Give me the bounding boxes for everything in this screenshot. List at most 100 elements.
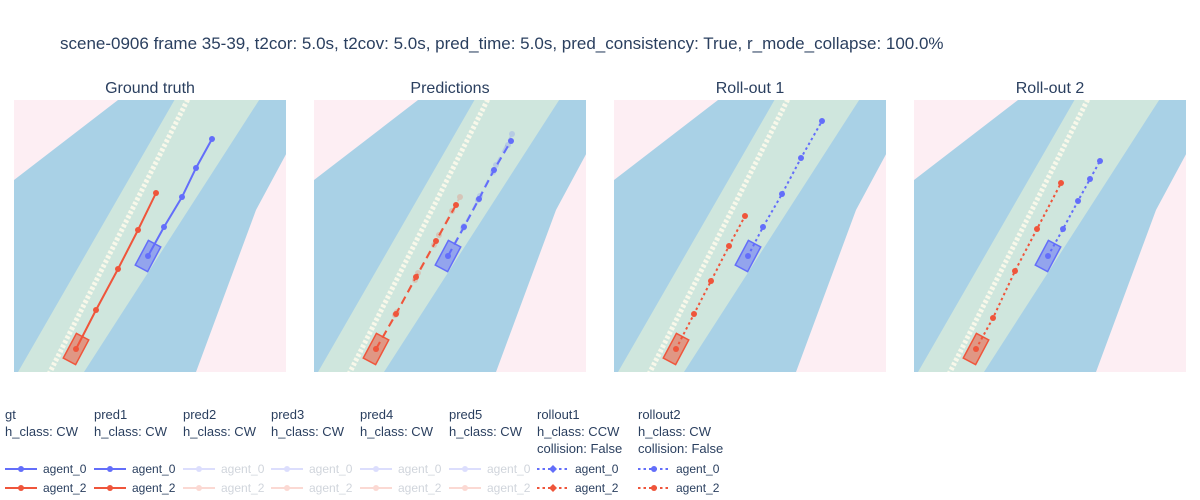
point-agent_2-4 (1058, 180, 1064, 186)
point-agent_0-1 (461, 223, 467, 229)
panel-rollout-2[interactable] (914, 100, 1186, 372)
legend-swatch-agent_0 (638, 466, 670, 472)
legend-group-pred3: pred3 h_class: CW agent_0 agent_2 (271, 406, 352, 495)
legend-label: agent_0 (221, 462, 265, 476)
series-agent_0 (434, 138, 514, 273)
legend-label: agent_2 (221, 481, 265, 495)
lane-divider (647, 100, 791, 372)
panel-ground-truth[interactable] (14, 100, 286, 372)
series-agent_0 (445, 131, 515, 259)
legend-label: agent_0 (398, 462, 442, 476)
series-agent_2 (662, 213, 748, 366)
legend-group-detail: h_class: CW (271, 424, 344, 439)
legend-swatch-agent_0 (94, 466, 126, 472)
legend-group-detail: h_class: CW (94, 424, 167, 439)
series-agent_0 (1034, 158, 1103, 273)
point-agent_0-3 (490, 169, 496, 175)
legend-group-detail: collision: False (537, 441, 623, 456)
legend-swatch-agent_2 (94, 485, 126, 491)
point-agent_0-3 (798, 155, 804, 161)
legend-group-title: pred3 (271, 407, 305, 422)
legend-label: agent_0 (487, 462, 531, 476)
legend-swatch-agent_2 (449, 485, 481, 491)
point-agent_2-2 (415, 270, 421, 276)
point-agent_0-4 (505, 142, 511, 148)
legend-group-title: pred5 (449, 407, 483, 422)
series-agent_2 (373, 194, 463, 352)
point-agent_2-3 (1034, 226, 1040, 232)
point-agent_2-2 (413, 274, 419, 280)
point-agent_0-3 (491, 167, 497, 173)
point-agent_0-1 (760, 224, 766, 230)
legend-swatch-agent_0 (449, 466, 481, 472)
lane-divider (47, 100, 191, 372)
legend-group-pred2: pred2 h_class: CW agent_0 agent_2 (183, 406, 264, 495)
legend-swatch-agent_0 (537, 465, 569, 473)
legend-label: agent_2 (398, 481, 442, 495)
drivable-area (918, 100, 1160, 372)
point-agent_0-2 (476, 196, 482, 202)
point-agent_2-1 (691, 311, 697, 317)
point-agent_0-4 (508, 138, 514, 144)
legend-group-title: pred2 (183, 407, 217, 422)
point-agent_0-4 (1097, 158, 1103, 164)
legend: gt h_class: CW agent_0 agent_2 pred1 h_class:… (0, 400, 1200, 500)
point-agent_0-1 (161, 224, 167, 230)
legend-swatch-agent_0 (360, 466, 392, 472)
point-agent_2-3 (436, 232, 442, 238)
legend-group-detail: h_class: CW (5, 424, 78, 439)
point-agent_0-4 (209, 136, 215, 142)
vehicle-box-agent_2 (62, 332, 90, 366)
vehicle-box-agent_0 (734, 239, 762, 273)
point-agent_2-3 (726, 243, 732, 249)
panel-title-rollout-1: Roll-out 1 (715, 80, 785, 97)
legend-swatch-agent_2 (271, 485, 303, 491)
vehicle-box-agent_2 (662, 332, 690, 366)
legend-swatch-agent_2 (5, 485, 37, 491)
trajectory-agent_0 (447, 144, 509, 257)
legend-label: agent_0 (676, 462, 720, 476)
panel-predictions[interactable] (314, 100, 586, 372)
legend-label: agent_2 (43, 481, 87, 495)
legend-label: agent_0 (575, 462, 619, 476)
legend-swatch-agent_2 (537, 484, 569, 492)
legend-group-title: rollout1 (537, 407, 580, 422)
legend-group-detail: h_class: CW (183, 424, 256, 439)
point-agent_2-3 (135, 227, 141, 233)
panel-rollout-1[interactable] (614, 100, 886, 372)
point-agent_2-2 (1012, 268, 1018, 274)
trajectory-agent_2 (675, 215, 746, 350)
drivable-area (318, 100, 560, 372)
legend-group-title: pred4 (360, 407, 394, 422)
point-agent_0-2 (179, 194, 185, 200)
drivable-area (618, 100, 860, 372)
legend-group-detail: h_class: CW (449, 424, 522, 439)
point-agent_0-2 (779, 191, 785, 197)
legend-group-title: rollout2 (638, 407, 681, 422)
trajectory-agent_2 (975, 182, 1062, 350)
series-agent_2 (362, 202, 459, 366)
point-agent_2-4 (449, 208, 455, 214)
legend-label: agent_0 (309, 462, 353, 476)
point-agent_2-4 (453, 202, 459, 208)
series-agent_2 (962, 180, 1064, 366)
series-agent_0 (445, 142, 511, 259)
point-agent_2-2 (708, 278, 714, 284)
legend-label: agent_2 (309, 481, 353, 495)
legend-swatch-agent_2 (183, 485, 215, 491)
point-agent_2-1 (392, 312, 398, 318)
legend-label: agent_0 (132, 462, 176, 476)
legend-group-gt: gt h_class: CW agent_0 agent_2 (5, 406, 86, 495)
point-agent_2-2 (115, 266, 121, 272)
legend-group-detail: h_class: CCW (537, 424, 620, 439)
point-agent_0-1 (460, 225, 466, 231)
series-agent_2 (62, 190, 159, 366)
legend-swatch-agent_2 (638, 485, 670, 491)
vehicle-box-agent_2 (362, 332, 390, 366)
vehicle-box-agent_0 (134, 239, 162, 273)
legend-group-pred4: pred4 h_class: CW agent_0 agent_2 (360, 406, 441, 495)
point-agent_2-3 (433, 238, 439, 244)
point-agent_2-1 (393, 311, 399, 317)
vehicle-box-agent_0 (1034, 239, 1062, 273)
panel-svg (314, 100, 586, 372)
